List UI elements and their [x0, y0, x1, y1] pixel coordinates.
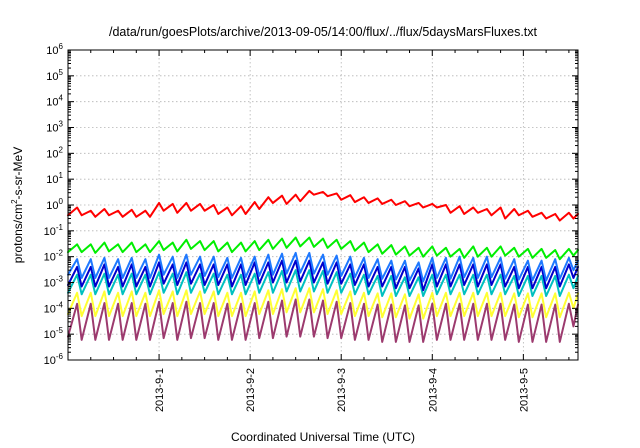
y-tick-exp: -4: [56, 300, 64, 309]
y-tick-label: 10-5: [44, 326, 64, 341]
y-tick-exp: -3: [56, 275, 64, 284]
y-tick-exp: 0: [59, 197, 64, 206]
y-tick-base: 10: [46, 200, 58, 212]
y-tick-exp: -2: [56, 249, 64, 258]
y-tick-exp: 5: [59, 68, 64, 77]
y-tick-exp: 4: [59, 94, 64, 103]
y-tick-base: 10: [46, 71, 58, 83]
y-tick-exp: 3: [59, 120, 64, 129]
y-tick-label: 104: [46, 94, 63, 109]
series-layer: [67, 189, 579, 343]
y-axis-label: protons/cm2-s-sr-MeV: [10, 147, 25, 263]
y-tick-base: 10: [44, 329, 56, 341]
x-tick-label: 2013-9-4: [427, 368, 439, 412]
y-tick-base: 10: [44, 226, 56, 238]
y-tick-base: 10: [44, 303, 56, 315]
y-tick-base: 10: [46, 174, 58, 186]
y-tick-base: 10: [44, 252, 56, 264]
y-tick-label: 100: [46, 197, 63, 212]
x-tick-label: 2013-9-5: [518, 368, 530, 412]
y-tick-label: 10-6: [44, 352, 64, 367]
series-line: [67, 287, 579, 320]
y-tick-labels: 10-610-510-410-310-210-11001011021031041…: [44, 42, 64, 367]
axis-ticks: [68, 49, 578, 361]
y-tick-exp: -1: [56, 223, 64, 232]
y-tick-base: 10: [46, 148, 58, 160]
y-tick-base: 10: [44, 278, 56, 290]
grid: [68, 50, 578, 360]
y-tick-label: 103: [46, 120, 63, 135]
y-tick-label: 10-2: [44, 249, 64, 264]
y-tick-label: 102: [46, 145, 63, 160]
y-tick-label: 10-4: [44, 300, 64, 315]
y-tick-label: 106: [46, 42, 63, 57]
y-tick-label: 10-1: [44, 223, 64, 238]
series-line: [67, 236, 579, 261]
series-line: [67, 269, 579, 298]
y-tick-exp: 6: [59, 42, 64, 51]
series-line: [67, 251, 579, 283]
series-line: [67, 298, 579, 343]
x-axis-label: Coordinated Universal Time (UTC): [231, 430, 415, 444]
y-axis-label-sup: 2: [10, 199, 19, 204]
y-tick-base: 10: [44, 355, 56, 367]
y-tick-exp: -6: [56, 352, 64, 361]
y-tick-label: 105: [46, 68, 63, 83]
y-tick-label: 10-3: [44, 275, 64, 290]
y-tick-label: 101: [46, 171, 63, 186]
x-tick-labels: 2013-9-1 2013-9-2 2013-9-3 2013-9-4 2013-9-5: [154, 368, 530, 412]
y-tick-base: 10: [46, 45, 58, 57]
y-tick-base: 10: [46, 123, 58, 135]
series-line: [67, 189, 579, 222]
y-tick-base: 10: [46, 97, 58, 109]
y-axis-label-base: protons/cm: [11, 204, 25, 263]
x-tick-label: 2013-9-3: [336, 368, 348, 412]
x-tick-label: 2013-9-1: [154, 368, 166, 412]
y-axis-label-rest: -s-sr-MeV: [11, 147, 25, 200]
y-tick-exp: 2: [59, 145, 64, 154]
y-tick-exp: 1: [59, 171, 64, 180]
y-tick-exp: -5: [56, 326, 64, 335]
x-tick-label: 2013-9-2: [245, 368, 257, 412]
chart-title: /data/run/goesPlots/archive/2013-09-05/1…: [109, 25, 538, 39]
series-line: [67, 259, 579, 292]
